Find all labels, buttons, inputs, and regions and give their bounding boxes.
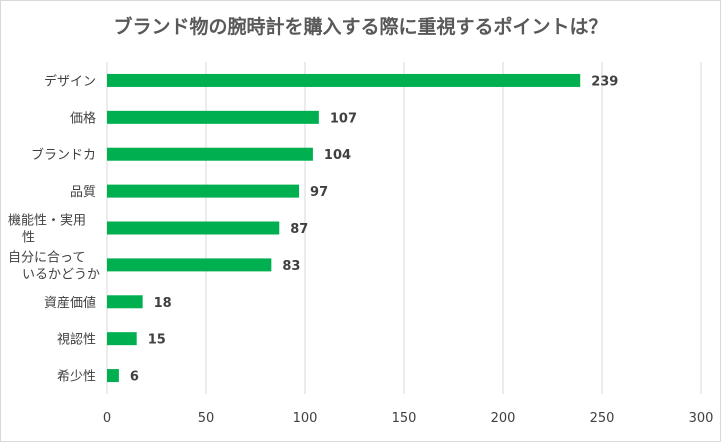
category-label: 品質 [70, 185, 96, 200]
bar [107, 295, 143, 309]
x-tick-label: 100 [293, 411, 318, 426]
x-tick-label: 250 [590, 411, 615, 426]
x-tick-label: 200 [491, 411, 516, 426]
value-label: 6 [130, 370, 139, 385]
x-tick-labels: 0 50 100 150 200 250 300 [103, 411, 714, 426]
value-label: 87 [290, 222, 308, 237]
bar [107, 369, 119, 383]
bar [107, 332, 137, 346]
value-label: 239 [591, 74, 618, 89]
category-label: 価格 [70, 110, 96, 126]
bar [107, 147, 313, 161]
category-label: ブランドカ [31, 147, 96, 163]
bar [107, 258, 272, 272]
category-label: 自分に合っているかどうか [8, 250, 100, 282]
bar [107, 184, 300, 198]
bar [107, 73, 581, 87]
value-label: 107 [330, 111, 357, 126]
value-labels: 239 107 104 97 87 83 18 15 6 [130, 74, 618, 384]
value-label: 83 [282, 259, 300, 274]
x-tick-label: 150 [392, 411, 417, 426]
category-label: 機能性・実用性 [8, 213, 86, 246]
category-label: デザイン [44, 73, 96, 89]
x-tick-label: 50 [198, 411, 215, 426]
chart-title: ブランド物の腕時計を購入する際に重視するポイントは？ [113, 16, 608, 38]
category-labels: デザイン価格ブランドカ品質機能性・実用性自分に合っているかどうか資産価値視認性希… [8, 73, 100, 384]
x-tick-label: 300 [689, 411, 714, 426]
x-tick-label: 0 [103, 411, 111, 426]
bar [107, 221, 280, 235]
bars [107, 73, 581, 383]
category-label: 希少性 [57, 370, 96, 385]
category-label: 視認性 [57, 332, 96, 348]
value-label: 18 [154, 296, 172, 311]
value-label: 97 [310, 185, 328, 200]
value-label: 104 [324, 148, 351, 163]
value-label: 15 [148, 333, 166, 348]
category-label: 資産価値 [44, 295, 96, 311]
bar [107, 110, 319, 124]
